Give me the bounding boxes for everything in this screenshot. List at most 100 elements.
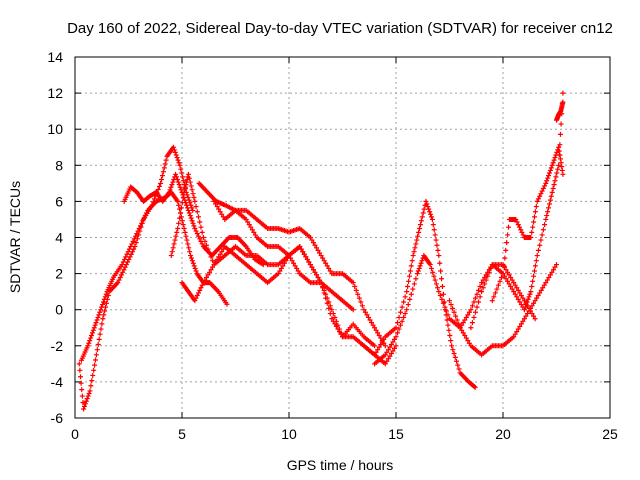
data-point <box>402 294 408 300</box>
data-point <box>210 258 216 264</box>
data-point <box>159 176 165 182</box>
data-point <box>517 299 523 305</box>
data-point <box>140 218 146 224</box>
data-point <box>375 330 381 336</box>
data-point <box>214 204 220 210</box>
data-point <box>92 362 98 368</box>
data-point <box>513 216 519 222</box>
data-point <box>445 312 451 318</box>
data-point <box>176 220 182 226</box>
data-point <box>309 264 315 270</box>
data-point <box>173 171 179 177</box>
data-point <box>548 193 554 199</box>
y-tick-label: 8 <box>55 157 63 173</box>
data-point <box>158 180 164 186</box>
data-point <box>436 253 442 259</box>
data-point <box>372 352 378 358</box>
data-point <box>192 198 198 204</box>
data-point <box>98 326 104 332</box>
data-point <box>534 253 540 259</box>
data-point <box>205 272 211 278</box>
data-point <box>92 357 98 363</box>
data-point <box>502 255 508 261</box>
data-point <box>519 229 525 235</box>
data-point <box>538 237 544 243</box>
data-point <box>326 305 332 311</box>
data-point <box>543 216 549 222</box>
data-point <box>315 247 321 253</box>
data-point <box>214 256 220 262</box>
data-point <box>82 401 88 407</box>
data-point <box>547 167 553 173</box>
data-point <box>430 222 436 228</box>
data-point <box>455 362 461 368</box>
data-point <box>520 295 526 301</box>
data-point <box>427 209 433 215</box>
data-point <box>187 213 193 219</box>
data-point <box>177 184 183 190</box>
data-point <box>196 214 202 220</box>
data-point <box>376 344 382 350</box>
data-point <box>505 278 511 284</box>
data-point <box>428 265 434 271</box>
data-point <box>162 161 168 167</box>
data-point <box>182 197 188 203</box>
data-point <box>509 286 515 292</box>
data-point <box>289 258 295 264</box>
data-point <box>129 249 135 255</box>
data-point <box>557 142 563 148</box>
data-point <box>447 332 453 338</box>
data-point <box>488 265 494 271</box>
data-point <box>93 352 99 358</box>
data-point <box>207 269 213 275</box>
data-point <box>125 249 131 255</box>
data-point <box>103 300 109 306</box>
data-point <box>387 353 393 359</box>
data-point <box>411 281 417 287</box>
data-point <box>211 262 217 268</box>
data-point <box>449 343 455 349</box>
data-point <box>315 274 321 280</box>
data-point <box>190 191 196 197</box>
data-point <box>428 211 434 217</box>
data-point <box>533 258 539 264</box>
data-point <box>286 253 292 259</box>
data-point <box>96 336 102 342</box>
data-point <box>350 307 356 313</box>
data-point <box>378 335 384 341</box>
data-point <box>99 304 105 310</box>
y-tick-label: 4 <box>55 230 63 246</box>
series-track-6 <box>196 180 388 349</box>
data-point <box>203 274 209 280</box>
data-point <box>184 192 190 198</box>
x-tick-label: 10 <box>281 426 297 442</box>
data-point <box>100 316 106 322</box>
data-point <box>556 162 562 168</box>
data-point <box>133 233 139 239</box>
data-point <box>180 222 186 228</box>
data-point <box>251 229 257 235</box>
data-point <box>187 249 193 255</box>
data-point <box>407 296 413 302</box>
data-point <box>326 265 332 271</box>
data-point <box>307 262 313 268</box>
data-point <box>81 403 87 409</box>
data-point <box>126 246 132 252</box>
data-point <box>197 287 203 293</box>
data-point <box>399 304 405 310</box>
data-point <box>323 260 329 266</box>
data-point <box>436 289 442 295</box>
x-axis-label: GPS time / hours <box>287 457 394 473</box>
data-point <box>86 340 92 346</box>
data-point <box>395 330 401 336</box>
data-point <box>512 291 518 297</box>
data-point <box>101 296 107 302</box>
data-point <box>445 322 451 328</box>
data-point <box>549 189 555 195</box>
data-point <box>509 277 515 283</box>
series-track-3 <box>121 171 266 268</box>
data-point <box>523 302 529 308</box>
data-point <box>515 326 521 332</box>
data-point <box>526 294 532 300</box>
data-point <box>560 171 566 177</box>
